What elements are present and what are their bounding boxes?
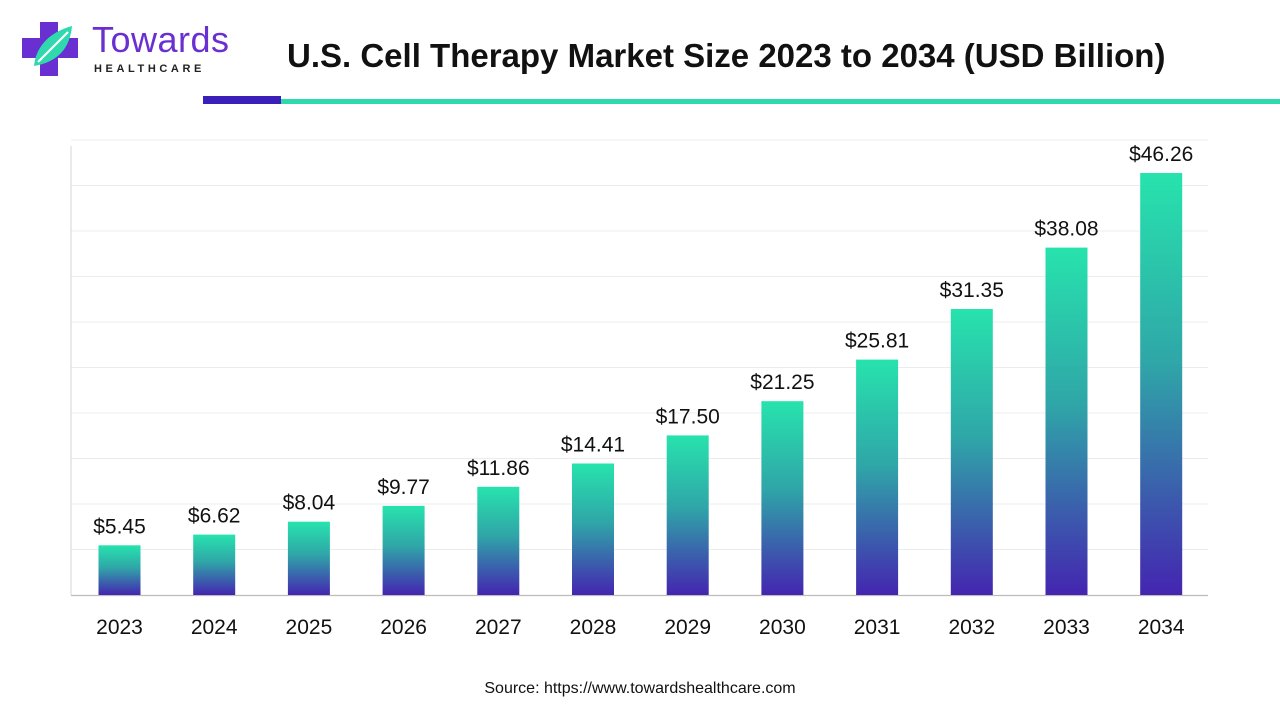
x-tick-2032: 2032 <box>948 616 995 639</box>
title-underline-accent <box>203 96 281 104</box>
bar-2032 <box>950 309 993 595</box>
value-label-2034: $46.26 <box>1129 143 1193 166</box>
x-tick-2030: 2030 <box>759 616 806 639</box>
bar-2030 <box>761 401 804 595</box>
value-label-2028: $14.41 <box>561 434 625 457</box>
x-tick-2029: 2029 <box>664 616 711 639</box>
x-tick-2026: 2026 <box>380 616 427 639</box>
bar-2023 <box>98 545 141 595</box>
chart-title: U.S. Cell Therapy Market Size 2023 to 20… <box>287 37 1166 74</box>
value-label-2027: $11.86 <box>467 457 530 480</box>
value-label-2031: $25.81 <box>845 330 909 353</box>
bar-2024 <box>193 534 236 595</box>
brand-tagline: HEALTHCARE <box>94 63 205 75</box>
x-tick-labels: 2023 2024 2025 2026 2027 2028 2029 2030 2031 2032… <box>96 616 1185 639</box>
x-tick-2034: 2034 <box>1138 616 1185 639</box>
title-underline <box>281 99 1280 104</box>
value-label-2026: $9.77 <box>377 476 430 499</box>
bar-2029 <box>666 435 709 595</box>
source-note: Source: https://www.towardshealthcare.co… <box>484 680 796 697</box>
gridlines <box>71 139 1208 550</box>
x-tick-2024: 2024 <box>191 616 238 639</box>
value-label-2033: $38.08 <box>1034 218 1098 241</box>
x-tick-2027: 2027 <box>475 616 522 639</box>
bar-2027 <box>477 486 520 595</box>
x-tick-2031: 2031 <box>854 616 901 639</box>
value-label-2032: $31.35 <box>940 279 1004 302</box>
bar-2034 <box>1140 173 1183 595</box>
medical-cross-leaf-icon <box>22 22 78 76</box>
value-label-2023: $5.45 <box>93 515 146 538</box>
value-label-2030: $21.25 <box>750 371 814 394</box>
bar-2028 <box>572 463 614 595</box>
value-labels: $5.45 $6.62 $8.04 $9.77 $11.86 $14.41 $17.50 $2… <box>93 143 1193 538</box>
brand-name: Towards <box>92 19 230 60</box>
bar-2031 <box>856 359 899 595</box>
bar-2026 <box>382 505 425 595</box>
bars <box>98 173 1183 595</box>
axes <box>70 146 1208 597</box>
x-tick-2028: 2028 <box>570 616 617 639</box>
value-label-2024: $6.62 <box>188 505 241 528</box>
value-label-2025: $8.04 <box>283 492 336 515</box>
x-tick-2025: 2025 <box>286 616 333 639</box>
x-tick-2033: 2033 <box>1043 616 1090 639</box>
bar-2025 <box>287 521 330 595</box>
value-label-2029: $17.50 <box>656 405 720 428</box>
bar-2033 <box>1045 247 1088 595</box>
brand-logo: Towards HEALTHCARE <box>20 18 250 80</box>
x-tick-2023: 2023 <box>96 616 143 639</box>
